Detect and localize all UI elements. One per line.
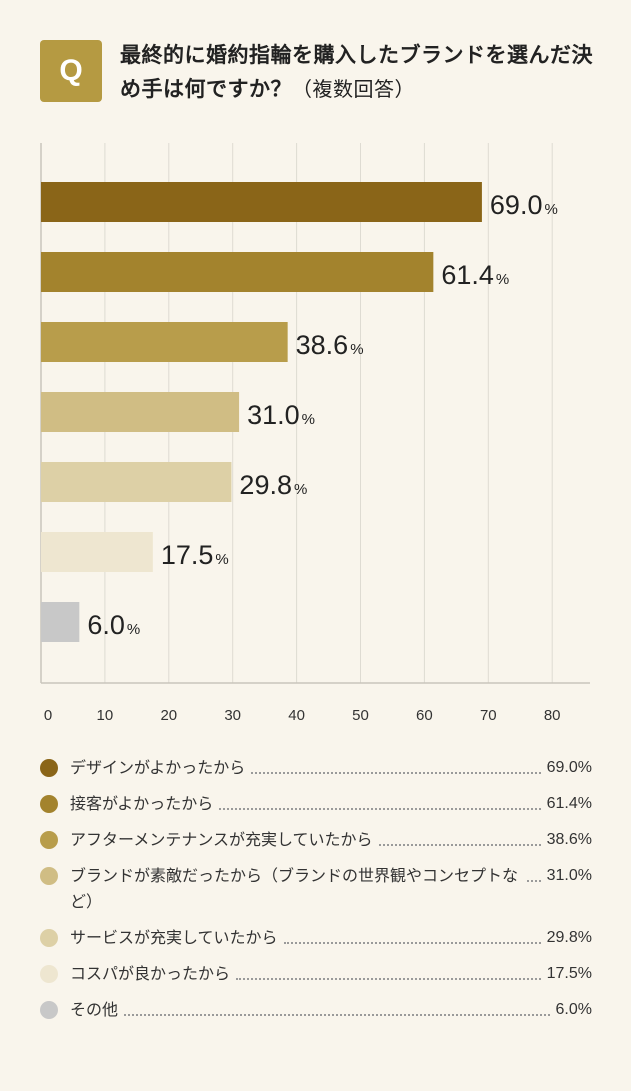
bar-value-number: 61.4 xyxy=(441,260,494,290)
legend-swatch xyxy=(40,965,58,983)
bar-value-label: 29.8% xyxy=(239,470,307,500)
bar-value-number: 29.8 xyxy=(239,470,292,500)
bar xyxy=(41,602,80,642)
question-badge: Q xyxy=(40,40,102,102)
legend-label: 接客がよかったから xyxy=(70,794,214,813)
legend-swatch xyxy=(40,831,58,849)
legend-swatch xyxy=(40,759,58,777)
legend-swatch xyxy=(40,795,58,813)
legend-item: アフターメンテナンスが充実していたから 38.6% xyxy=(40,827,592,853)
bar xyxy=(41,252,434,292)
x-tick-label: 40 xyxy=(288,707,305,724)
bar-value-unit: % xyxy=(350,341,363,358)
bar xyxy=(41,392,240,432)
bar-value-number: 69.0 xyxy=(490,190,543,220)
bar xyxy=(41,182,482,222)
legend-value: 29.8% xyxy=(546,929,592,946)
question-note: （複数回答） xyxy=(292,77,415,101)
bar-value-number: 17.5 xyxy=(161,540,214,570)
bar-value-label: 31.0% xyxy=(247,400,315,430)
x-tick-label: 50 xyxy=(352,707,369,724)
bar-value-label: 61.4% xyxy=(441,260,509,290)
legend-leader-dots xyxy=(283,925,541,944)
legend-leader-dots xyxy=(526,863,541,882)
legend-item: サービスが充実していたから 29.8% xyxy=(40,925,592,951)
legend-item: 接客がよかったから 61.4% xyxy=(40,791,592,817)
bar-value-label: 17.5% xyxy=(161,540,229,570)
legend-leader-dots xyxy=(251,755,541,774)
legend-swatch xyxy=(40,867,58,885)
bar-value-label: 69.0% xyxy=(490,190,558,220)
bar-value-label: 38.6% xyxy=(296,330,364,360)
legend-value: 69.0% xyxy=(546,759,592,776)
bar-value-unit: % xyxy=(544,201,557,218)
legend-leader-dots xyxy=(378,827,541,846)
legend-item: ブランドが素敵だったから（ブランドの世界観やコンセプトなど） 31.0% xyxy=(40,863,592,915)
legend-swatch xyxy=(40,1001,58,1019)
legend-item: その他 6.0% xyxy=(40,997,592,1023)
bar-value-unit: % xyxy=(294,481,307,498)
bar xyxy=(41,462,232,502)
legend-label: その他 xyxy=(70,1000,119,1019)
legend-leader-dots xyxy=(236,961,541,980)
bar-value-unit: % xyxy=(127,621,140,638)
legend-label: アフターメンテナンスが充実していたから xyxy=(70,830,373,849)
x-tick-label: 30 xyxy=(224,707,241,724)
legend-value: 38.6% xyxy=(546,831,592,848)
x-tick-label: 10 xyxy=(97,707,114,724)
x-tick-label: 20 xyxy=(160,707,177,724)
legend-swatch xyxy=(40,929,58,947)
bar-value-unit: % xyxy=(496,271,509,288)
bar xyxy=(41,532,153,572)
legend-label: ブランドが素敵だったから（ブランドの世界観やコンセプトなど） xyxy=(70,866,519,911)
x-tick-label: 80 xyxy=(544,707,561,724)
legend-value: 61.4% xyxy=(546,795,592,812)
question-title: 最終的に婚約指輪を購入したブランドを選んだ決め手は何ですか？（複数回答） xyxy=(120,38,600,106)
legend-leader-dots xyxy=(219,791,541,810)
legend-label: サービスが充実していたから xyxy=(70,928,278,947)
legend-value: 6.0% xyxy=(555,1001,592,1018)
legend-label: デザインがよかったから xyxy=(70,758,246,777)
legend-item: コスパが良かったから 17.5% xyxy=(40,961,592,987)
bar-value-unit: % xyxy=(215,551,228,568)
legend-list: デザインがよかったから 69.0% 接客がよかったから 61.4% アフターメンテナンス… xyxy=(40,755,592,1033)
bar-value-number: 6.0 xyxy=(87,610,125,640)
x-tick-label: 60 xyxy=(416,707,433,724)
x-tick-label: 0 xyxy=(44,707,52,724)
bar-value-unit: % xyxy=(302,411,315,428)
legend-value: 17.5% xyxy=(546,965,592,982)
legend-item: デザインがよかったから 69.0% xyxy=(40,755,592,781)
bar-value-label: 6.0% xyxy=(87,610,140,640)
bar-value-number: 38.6 xyxy=(296,330,349,360)
legend-label: コスパが良かったから xyxy=(70,964,231,983)
x-tick-label: 70 xyxy=(480,707,497,724)
bar-value-number: 31.0 xyxy=(247,400,300,430)
legend-value: 31.0% xyxy=(546,867,592,884)
legend-leader-dots xyxy=(124,997,550,1016)
question-text: 最終的に婚約指輪を購入したブランドを選んだ決め手は何ですか？ xyxy=(120,43,593,101)
bar xyxy=(41,322,288,362)
